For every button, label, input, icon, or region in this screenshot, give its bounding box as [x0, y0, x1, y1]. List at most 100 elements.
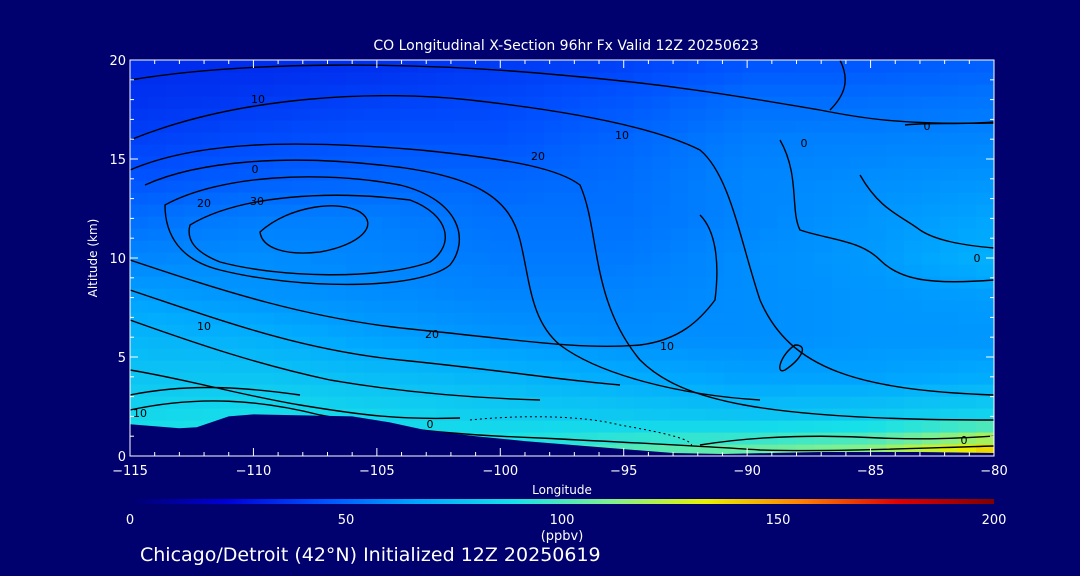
heatmap-cell [544, 360, 563, 373]
heatmap-cell [850, 300, 869, 313]
heatmap-cell [940, 420, 959, 433]
heatmap-cell [832, 132, 851, 145]
heatmap-cell [454, 156, 473, 169]
heatmap-cell [130, 192, 149, 205]
heatmap-cell [922, 264, 941, 277]
heatmap-cell [202, 324, 221, 337]
heatmap-cell [130, 60, 149, 73]
heatmap-cell [958, 60, 977, 73]
heatmap-cell [526, 132, 545, 145]
heatmap-cell [454, 204, 473, 217]
heatmap-cell [454, 372, 473, 385]
heatmap-cell [904, 288, 923, 301]
heatmap-cell [958, 120, 977, 133]
heatmap-cell [166, 336, 185, 349]
heatmap-cell [652, 228, 671, 241]
heatmap-cell [400, 216, 419, 229]
heatmap-cell [400, 324, 419, 337]
heatmap-cell [598, 144, 617, 157]
heatmap-cell [724, 360, 743, 373]
heatmap-cell [238, 252, 257, 265]
heatmap-cell [508, 192, 527, 205]
heatmap-cell [436, 276, 455, 289]
contour-line [144, 159, 761, 401]
heatmap-cell [562, 348, 581, 361]
heatmap-cell [580, 168, 599, 181]
heatmap-cell [688, 336, 707, 349]
heatmap-cell [436, 108, 455, 121]
heatmap-cell [868, 204, 887, 217]
heatmap-cell [922, 300, 941, 313]
heatmap-cell [814, 240, 833, 253]
heatmap-cell [904, 348, 923, 361]
heatmap-cell [850, 252, 869, 265]
heatmap-cell [220, 72, 239, 85]
x-tick-label: −105 [359, 464, 395, 479]
heatmap-cell [148, 264, 167, 277]
heatmap-cell [706, 348, 725, 361]
heatmap-cell [310, 216, 329, 229]
heatmap-cell [688, 408, 707, 421]
heatmap-cell [364, 348, 383, 361]
heatmap-cell [400, 348, 419, 361]
heatmap-cell [904, 228, 923, 241]
heatmap-cell [202, 168, 221, 181]
heatmap-cell [940, 180, 959, 193]
heatmap-cell [328, 228, 347, 241]
heatmap-cell [850, 396, 869, 409]
heatmap-cell [670, 228, 689, 241]
heatmap-cell [220, 336, 239, 349]
heatmap-cell [274, 132, 293, 145]
heatmap-cell [382, 216, 401, 229]
heatmap-cell [310, 192, 329, 205]
heatmap-cell [760, 156, 779, 169]
heatmap-cell [886, 180, 905, 193]
heatmap-cell [184, 84, 203, 97]
heatmap-cell [670, 96, 689, 109]
heatmap-cell [364, 264, 383, 277]
heatmap-cell [166, 312, 185, 325]
heatmap-cell [868, 132, 887, 145]
heatmap-cell [400, 384, 419, 397]
heatmap-cell [904, 240, 923, 253]
heatmap-cell [742, 312, 761, 325]
heatmap-cell [670, 120, 689, 133]
heatmap-cell [886, 324, 905, 337]
heatmap-cell [634, 96, 653, 109]
heatmap-cell [472, 348, 491, 361]
heatmap-cell [922, 336, 941, 349]
heatmap-cell [436, 72, 455, 85]
heatmap-cell [472, 168, 491, 181]
heatmap-cell [958, 108, 977, 121]
heatmap-cell [184, 288, 203, 301]
heatmap-cell [418, 96, 437, 109]
heatmap-cell [238, 360, 257, 373]
heatmap-cell [832, 276, 851, 289]
heatmap-cell [598, 300, 617, 313]
heatmap-cell [310, 60, 329, 73]
heatmap-cell [274, 180, 293, 193]
heatmap-cell [130, 228, 149, 241]
heatmap-cell [544, 204, 563, 217]
heatmap-cell [526, 192, 545, 205]
heatmap-cell [886, 372, 905, 385]
heatmap-cell [598, 252, 617, 265]
heatmap-cell [562, 300, 581, 313]
heatmap-cell [670, 372, 689, 385]
heatmap-cell [166, 144, 185, 157]
heatmap-cell [670, 144, 689, 157]
contour-line [859, 174, 994, 249]
contour-label: 10 [133, 407, 147, 420]
heatmap-cell [616, 204, 635, 217]
heatmap-cell [328, 324, 347, 337]
heatmap-cell [274, 144, 293, 157]
heatmap-cell [976, 216, 994, 229]
heatmap-cell [796, 420, 815, 433]
heatmap-cell [760, 108, 779, 121]
heatmap-cell [328, 96, 347, 109]
heatmap-cell [238, 84, 257, 97]
heatmap-cell [814, 264, 833, 277]
heatmap-cell [562, 216, 581, 229]
heatmap-cell [400, 72, 419, 85]
colorbar-tick-label: 0 [126, 513, 134, 528]
